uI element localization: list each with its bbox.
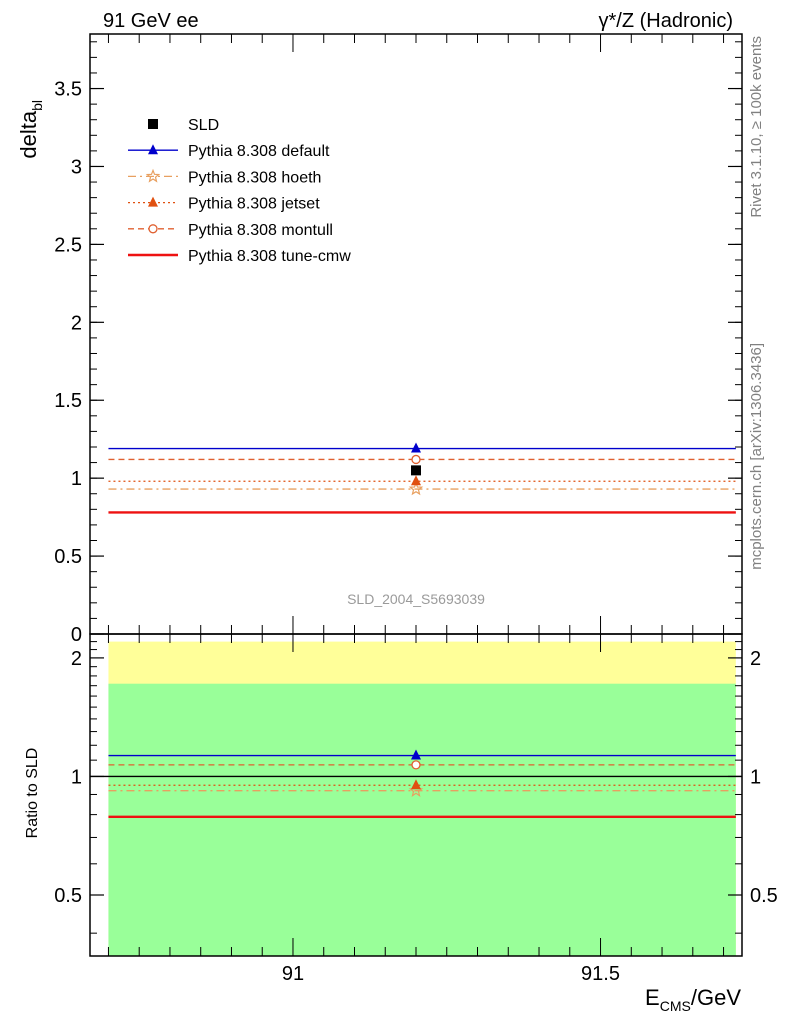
ratio-bands [108,641,736,956]
legend-marker-4 [148,224,158,234]
mcplots-label: mcplots.cern.ch [arXiv:1306.3436] [748,343,765,570]
x-label-base: E [645,985,660,1010]
x-ticks: 91 91.5 [107,34,725,985]
main-y-label-base: delta [16,110,41,158]
x-label-sub: CMS [660,998,691,1014]
legend-label-1: Pythia 8.308 default [188,143,330,160]
main-y-tick-label: 1 [71,468,82,490]
ratio-series-marker-2 [411,779,421,790]
main-y-tick-label: 1.5 [54,390,82,412]
x-tick-label: 91 [282,963,304,985]
main-y-tick-label: 0 [71,624,82,646]
ratio-y-label: Ratio to SLD [24,748,41,839]
legend-marker-0 [148,119,158,129]
ratio-y-tick-label-right: 2 [750,648,761,670]
ratio-series [108,749,736,818]
main-y-ticks: 0 0.5 1 1.5 2 2.5 3 3.5 [54,41,742,646]
legend-label-4: Pythia 8.308 montull [188,222,333,239]
legend-marker-2 [145,168,161,183]
ratio-y-tick-label: 1 [71,766,82,788]
ratio-y-tick-label: 0.5 [54,885,82,907]
ratio-band-1 [108,683,736,956]
x-axis-label: ECMS/GeV [645,985,741,1014]
main-series-marker-0 [411,465,421,476]
main-series-marker-3 [411,475,421,486]
legend-marker-3 [148,196,158,207]
main-y-label: deltabl [16,100,45,159]
header-right: γ*/Z (Hadronic) [599,10,733,32]
ratio-y-tick-label: 2 [71,648,82,670]
main-y-tick-label: 3.5 [54,79,82,101]
main-series-marker-4 [411,454,421,465]
x-label-unit: /GeV [691,985,741,1010]
main-series-marker-1 [411,442,421,453]
main-y-tick-label: 2.5 [54,234,82,256]
legend-label-5: Pythia 8.308 tune-cmw [188,248,351,265]
legend-label-0: SLD [188,117,219,134]
legend: SLD Pythia 8.308 default Pythia 8.308 hoet… [128,117,351,265]
legend-label-3: Pythia 8.308 jetset [188,196,320,213]
legend-marker-1 [148,144,158,155]
main-y-tick-label: 0.5 [54,546,82,568]
main-y-label-sub: bl [29,100,45,111]
ratio-series-marker-0 [411,749,421,760]
main-y-tick-label: 2 [71,312,82,334]
main-series-marker-2 [408,481,424,496]
main-series [108,442,736,514]
ratio-y-tick-label-right: 1 [750,766,761,788]
ratio-y-tick-label-right: 0.5 [750,885,778,907]
header-left: 91 GeV ee [103,10,199,32]
main-y-tick-label: 3 [71,156,82,178]
ratio-y-ticks: 0.5 0.5 1 1 2 2 [54,641,778,934]
ratio-series-marker-3 [411,760,421,770]
analysis-watermark: SLD_2004_S5693039 [347,591,485,607]
x-tick-label: 91.5 [581,963,620,985]
legend-label-2: Pythia 8.308 hoeth [188,169,321,186]
rivet-label: Rivet 3.1.10, ≥ 100k events [748,36,765,218]
